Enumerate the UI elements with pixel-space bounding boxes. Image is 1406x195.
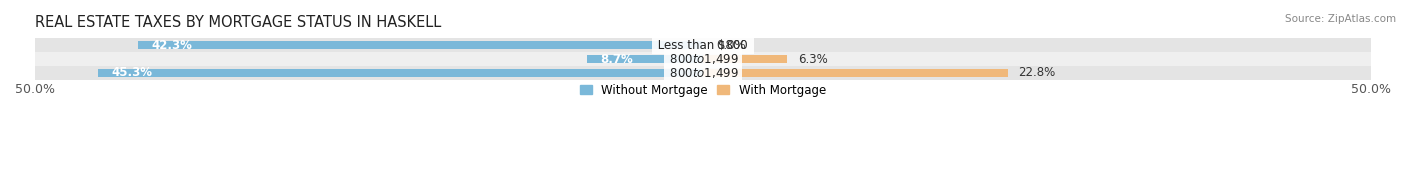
Bar xyxy=(586,55,703,63)
Text: 22.8%: 22.8% xyxy=(1018,66,1056,79)
Bar xyxy=(98,69,703,77)
Legend: Without Mortgage, With Mortgage: Without Mortgage, With Mortgage xyxy=(581,84,825,97)
Text: 6.3%: 6.3% xyxy=(797,52,828,66)
Text: REAL ESTATE TAXES BY MORTGAGE STATUS IN HASKELL: REAL ESTATE TAXES BY MORTGAGE STATUS IN … xyxy=(35,15,441,30)
Text: $800 to $1,499: $800 to $1,499 xyxy=(666,52,740,66)
Text: 0.0%: 0.0% xyxy=(717,39,747,52)
Text: Source: ZipAtlas.com: Source: ZipAtlas.com xyxy=(1285,14,1396,24)
Bar xyxy=(138,41,703,49)
Text: 8.7%: 8.7% xyxy=(600,52,633,66)
Bar xyxy=(35,38,1371,52)
Bar xyxy=(35,66,1371,80)
Text: 45.3%: 45.3% xyxy=(111,66,152,79)
Text: 42.3%: 42.3% xyxy=(152,39,193,52)
Bar xyxy=(35,52,1371,66)
Bar xyxy=(703,69,1008,77)
Text: $800 to $1,499: $800 to $1,499 xyxy=(666,66,740,80)
Text: Less than $800: Less than $800 xyxy=(654,39,752,52)
Bar xyxy=(703,55,787,63)
